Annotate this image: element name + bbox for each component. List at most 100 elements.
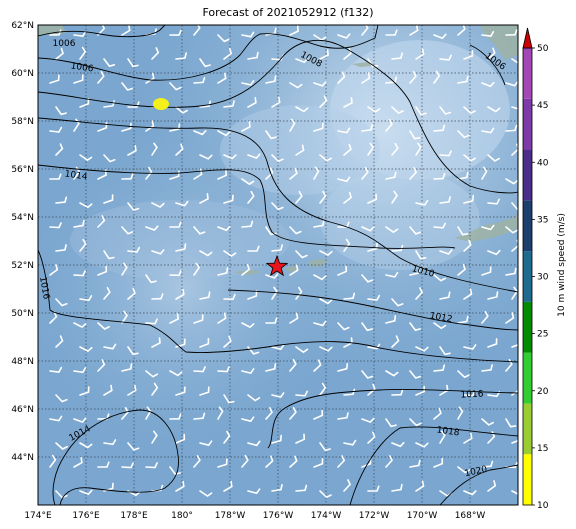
wind-barb bbox=[103, 250, 115, 260]
lon-tick-label: 168°W bbox=[455, 511, 486, 521]
colorbar-tick-label: 10 bbox=[537, 501, 549, 511]
wind-barb bbox=[271, 392, 285, 399]
wind-barb bbox=[361, 274, 374, 283]
wind-barb bbox=[55, 244, 67, 252]
wind-barb bbox=[313, 166, 320, 180]
wind-barb bbox=[361, 166, 369, 180]
wind-barb bbox=[127, 202, 140, 212]
wind-barb bbox=[409, 418, 422, 427]
wind-barb bbox=[343, 143, 352, 156]
wind-barb bbox=[481, 418, 494, 426]
colorbar-tick-label: 25 bbox=[537, 330, 548, 340]
wind-barb bbox=[463, 154, 477, 162]
wind-barb bbox=[385, 370, 399, 377]
lat-tick-label: 48°N bbox=[11, 357, 34, 367]
wind-barb bbox=[97, 461, 110, 468]
wind-barb bbox=[385, 315, 397, 324]
wind-barb bbox=[391, 106, 404, 115]
lat-tick-label: 46°N bbox=[11, 405, 34, 415]
wind-barb bbox=[151, 430, 158, 444]
wind-barb bbox=[73, 219, 85, 228]
wind-barb bbox=[79, 202, 93, 209]
wind-barb bbox=[103, 384, 113, 396]
wind-barb bbox=[433, 70, 441, 84]
wind-barb bbox=[337, 412, 349, 420]
wind-barb bbox=[223, 480, 233, 492]
wind-barb bbox=[409, 459, 421, 468]
lat-tick-label: 44°N bbox=[11, 453, 34, 463]
wind-barb bbox=[79, 98, 90, 108]
wind-barb bbox=[313, 219, 325, 228]
wind-barb bbox=[223, 154, 237, 160]
wind-barb bbox=[145, 72, 155, 84]
wind-barb bbox=[121, 122, 132, 132]
wind-barb bbox=[463, 50, 474, 60]
wind-barb bbox=[175, 480, 185, 492]
wind-barb bbox=[295, 106, 309, 113]
wind-barb bbox=[433, 322, 447, 330]
wind-barb bbox=[337, 176, 351, 183]
wind-barb bbox=[409, 130, 421, 140]
wind-barb bbox=[457, 406, 464, 420]
lon-tick-label: 180° bbox=[171, 511, 193, 521]
wind-barb bbox=[49, 454, 57, 468]
wind-barb bbox=[145, 120, 155, 132]
wind-barb bbox=[217, 72, 227, 84]
wind-barb bbox=[217, 366, 230, 373]
wind-barb bbox=[337, 322, 350, 331]
wind-barb bbox=[505, 29, 518, 36]
colorbar-tick-label: 20 bbox=[537, 387, 549, 397]
longitude-axis: 174°E 176°E 178°E 180° 178°W 176°W 174°W 172°W 1… bbox=[24, 511, 485, 521]
wind-barb bbox=[217, 169, 228, 180]
isobar-label: 1006 bbox=[53, 39, 76, 49]
wind-barb bbox=[457, 315, 469, 324]
wind-barb bbox=[295, 484, 308, 492]
wind-barb bbox=[295, 190, 303, 204]
wind-barb bbox=[457, 226, 469, 236]
wind-barb bbox=[271, 484, 283, 492]
wind-barb bbox=[487, 106, 501, 113]
red-star-icon[interactable] bbox=[265, 254, 289, 277]
colorbar-segment bbox=[523, 454, 532, 505]
wind-barb bbox=[49, 311, 58, 324]
wind-barb bbox=[343, 191, 353, 204]
wind-barb bbox=[409, 167, 418, 180]
wind-barb bbox=[49, 173, 62, 180]
wind-barb bbox=[175, 288, 185, 300]
isobar-1012 bbox=[227, 289, 518, 331]
lon-tick-label: 170°W bbox=[407, 511, 438, 521]
lat-tick-label: 50°N bbox=[11, 309, 34, 319]
wind-barb bbox=[55, 490, 68, 499]
wind-barb bbox=[247, 51, 259, 60]
lat-tick-label: 56°N bbox=[11, 165, 34, 175]
wind-barb bbox=[217, 312, 227, 324]
wind-barb bbox=[391, 298, 404, 307]
wind-barb bbox=[193, 262, 201, 276]
wind-barb bbox=[145, 166, 153, 180]
wind-barb bbox=[103, 154, 116, 163]
wind-barb bbox=[55, 335, 64, 348]
wind-barb bbox=[145, 274, 157, 284]
wind-barb bbox=[121, 310, 128, 324]
wind-barb bbox=[511, 490, 518, 495]
wind-barb bbox=[265, 130, 277, 140]
wind-barb bbox=[49, 74, 60, 84]
lon-tick-label: 178°E bbox=[120, 511, 148, 521]
wind-barb bbox=[487, 154, 500, 162]
wind-barb bbox=[391, 142, 399, 156]
wind-barb bbox=[313, 458, 324, 468]
wind-barb bbox=[487, 47, 496, 60]
isobar-1006-west bbox=[38, 25, 379, 81]
wind-speed-colorbar: 10 15 20 25 30 35 40 45 50 bbox=[522, 27, 549, 511]
wind-barb bbox=[511, 344, 518, 348]
wind-barb bbox=[169, 29, 182, 36]
wind-barb bbox=[319, 442, 331, 452]
wind-barb bbox=[487, 338, 498, 348]
wind-barb bbox=[361, 124, 373, 132]
wind-barb bbox=[175, 106, 188, 114]
wind-barb bbox=[271, 434, 282, 444]
wind-barb bbox=[151, 142, 158, 156]
wind-barb bbox=[367, 383, 376, 396]
wind-barb bbox=[289, 455, 298, 468]
